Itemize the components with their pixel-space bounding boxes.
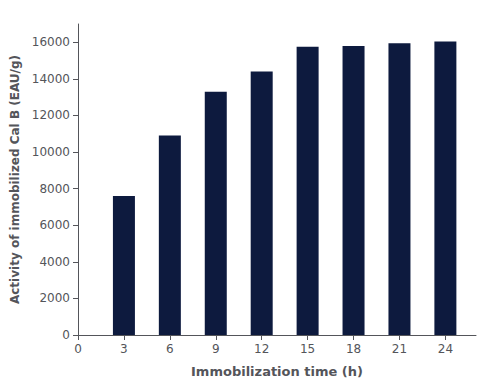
svg-text:16000: 16000 (32, 35, 70, 49)
svg-text:21: 21 (392, 342, 407, 356)
svg-text:3: 3 (120, 342, 128, 356)
svg-text:Activity of immobilized Cal B: Activity of immobilized Cal B (EAU/g) (8, 55, 22, 304)
svg-text:2000: 2000 (39, 291, 70, 305)
svg-text:18: 18 (346, 342, 361, 356)
svg-text:Immobilization time (h): Immobilization time (h) (191, 364, 363, 379)
svg-text:8000: 8000 (39, 182, 70, 196)
svg-text:0: 0 (62, 328, 70, 342)
svg-text:15: 15 (300, 342, 315, 356)
svg-text:6: 6 (166, 342, 174, 356)
svg-text:12000: 12000 (32, 108, 70, 122)
svg-text:4000: 4000 (39, 255, 70, 269)
svg-text:6000: 6000 (39, 218, 70, 232)
svg-text:0: 0 (74, 342, 82, 356)
svg-text:12: 12 (254, 342, 269, 356)
svg-text:24: 24 (438, 342, 453, 356)
svg-text:9: 9 (212, 342, 220, 356)
svg-text:14000: 14000 (32, 72, 70, 86)
svg-text:10000: 10000 (32, 145, 70, 159)
